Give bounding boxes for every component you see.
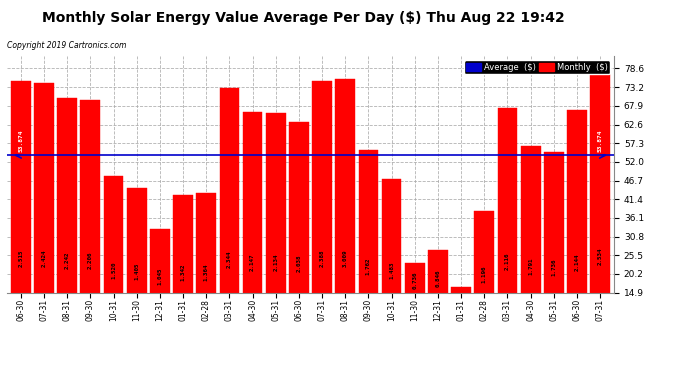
- Bar: [567, 110, 587, 292]
- Bar: [104, 176, 124, 292]
- Bar: [57, 98, 77, 292]
- Text: 2.344: 2.344: [227, 251, 232, 268]
- Text: 1.520: 1.520: [111, 261, 116, 279]
- Text: 1.791: 1.791: [528, 257, 533, 275]
- Bar: [150, 229, 170, 292]
- Text: 1.045: 1.045: [157, 267, 162, 285]
- Text: 2.388: 2.388: [319, 250, 324, 267]
- Bar: [428, 250, 448, 292]
- Text: 2.534: 2.534: [598, 248, 602, 266]
- Bar: [313, 81, 332, 292]
- Text: Copyright 2019 Cartronics.com: Copyright 2019 Cartronics.com: [7, 41, 126, 50]
- Bar: [475, 211, 494, 292]
- Bar: [359, 150, 378, 292]
- Bar: [266, 113, 286, 292]
- Bar: [81, 99, 100, 292]
- Bar: [497, 108, 518, 292]
- Text: 2.424: 2.424: [41, 250, 46, 267]
- Text: 2.144: 2.144: [575, 253, 580, 271]
- Text: 1.364: 1.364: [204, 263, 208, 280]
- Text: 1.342: 1.342: [181, 263, 186, 281]
- Bar: [219, 88, 239, 292]
- Text: 1.736: 1.736: [551, 258, 556, 276]
- Text: Monthly Solar Energy Value Average Per Day ($) Thu Aug 22 19:42: Monthly Solar Energy Value Average Per D…: [42, 11, 565, 25]
- Text: 2.134: 2.134: [273, 254, 278, 271]
- Bar: [243, 112, 262, 292]
- Bar: [544, 152, 564, 292]
- Bar: [451, 287, 471, 292]
- Bar: [382, 179, 402, 292]
- Bar: [591, 66, 610, 292]
- Text: 1.196: 1.196: [482, 265, 487, 283]
- Text: 2.515: 2.515: [19, 250, 23, 267]
- Bar: [405, 262, 424, 292]
- Text: 53.874: 53.874: [598, 130, 602, 153]
- Bar: [127, 188, 146, 292]
- Text: 1.762: 1.762: [366, 258, 371, 275]
- Bar: [173, 195, 193, 292]
- Text: 1.483: 1.483: [389, 261, 394, 279]
- Text: 2.038: 2.038: [297, 255, 302, 272]
- Text: 0.846: 0.846: [435, 270, 440, 287]
- Bar: [289, 123, 308, 292]
- Text: 53.874: 53.874: [19, 130, 23, 153]
- Bar: [197, 193, 216, 292]
- Bar: [521, 146, 540, 292]
- Legend: Average  ($), Monthly  ($): Average ($), Monthly ($): [464, 60, 610, 74]
- Text: 2.206: 2.206: [88, 252, 93, 269]
- Bar: [335, 79, 355, 292]
- Text: 0.736: 0.736: [413, 272, 417, 289]
- Bar: [11, 81, 30, 292]
- Text: 2.147: 2.147: [250, 254, 255, 271]
- Bar: [34, 83, 54, 292]
- Text: 2.242: 2.242: [65, 252, 70, 269]
- Text: 1.405: 1.405: [134, 262, 139, 280]
- Text: 3.009: 3.009: [343, 249, 348, 267]
- Text: 2.116: 2.116: [505, 253, 510, 270]
